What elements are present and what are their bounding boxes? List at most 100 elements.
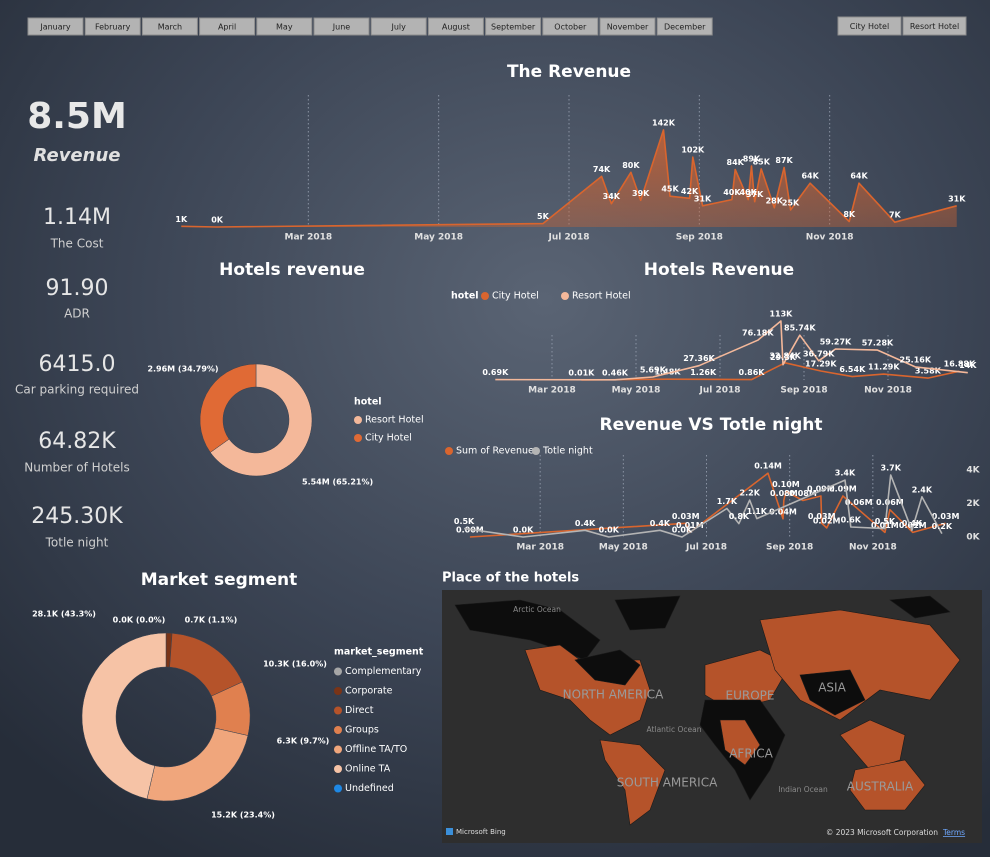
button-label[interactable]: February: [95, 23, 131, 32]
button-background[interactable]: [656, 17, 713, 36]
data-label: 76.18K: [742, 329, 774, 338]
hotel-slicer-button[interactable]: Resort Hotel: [902, 16, 967, 36]
data-label: 87K: [775, 156, 793, 165]
legend-label: Resort Hotel: [572, 291, 631, 302]
legend-swatch: [334, 726, 342, 734]
data-label: 74K: [593, 165, 611, 174]
button-label[interactable]: April: [218, 23, 236, 32]
map-terms[interactable]: Terms: [942, 828, 965, 837]
data-label: 5.69K: [640, 366, 667, 375]
data-label: 3.4K: [835, 469, 856, 478]
month-slicer-button[interactable]: October: [542, 17, 599, 36]
button-label[interactable]: January: [39, 23, 71, 32]
month-slicer-button[interactable]: February: [84, 17, 141, 36]
button-background[interactable]: [902, 16, 967, 36]
legend-title: hotel: [451, 291, 479, 302]
map-label: NORTH AMERICA: [563, 688, 664, 702]
data-label: 10.3K (16.0%): [263, 660, 327, 669]
chart-title: The Revenue: [507, 62, 631, 82]
data-label: 40K: [723, 188, 741, 197]
donut-slice: [81, 632, 167, 800]
data-label: 102K: [681, 146, 705, 155]
data-label: 0.7K (1.1%): [185, 616, 238, 625]
x-tick-label: May 2018: [414, 233, 463, 243]
button-label[interactable]: October: [554, 23, 587, 32]
button-background[interactable]: [837, 16, 902, 36]
button-label[interactable]: May: [276, 23, 293, 32]
button-background[interactable]: [542, 17, 599, 36]
month-slicer-button[interactable]: December: [656, 17, 713, 36]
data-label: 31K: [948, 194, 966, 203]
data-label: 0.4K: [650, 519, 671, 528]
legend-swatch: [354, 434, 362, 442]
button-label[interactable]: June: [332, 23, 351, 32]
chart-title: Revenue VS Totle night: [600, 415, 823, 435]
line: [463, 474, 943, 538]
data-label: 64K: [850, 172, 868, 181]
data-label: 0.4K: [575, 519, 596, 528]
map-copyright: © 2023 Microsoft Corporation: [826, 828, 938, 837]
chart-title: Market segment: [141, 570, 298, 590]
kpi-label: Car parking required: [15, 383, 139, 397]
x-tick-label: Sep 2018: [676, 233, 723, 243]
legend-label: Direct: [345, 705, 374, 716]
button-label[interactable]: December: [664, 23, 706, 32]
x-tick-label: May 2018: [599, 543, 648, 553]
data-label: 27.36K: [683, 354, 715, 363]
x-tick-label: Jul 2018: [547, 233, 589, 243]
button-label[interactable]: March: [158, 23, 182, 32]
map-landmass: [719, 719, 761, 766]
month-slicer-button[interactable]: August: [427, 17, 484, 36]
button-background[interactable]: [313, 17, 370, 36]
button-label[interactable]: August: [442, 23, 470, 32]
data-label: 0.2K: [932, 522, 953, 531]
button-background[interactable]: [84, 17, 141, 36]
month-slicer-button[interactable]: November: [599, 17, 656, 36]
legend-swatch: [445, 447, 453, 455]
x-tick-label: Nov 2018: [864, 386, 912, 396]
map-label: EUROPE: [726, 689, 775, 703]
data-label: 0.08M: [789, 489, 817, 498]
button-background[interactable]: [141, 17, 198, 36]
button-background[interactable]: [256, 17, 313, 36]
map-landmass: [704, 649, 791, 711]
month-slicer-button[interactable]: June: [313, 17, 370, 36]
month-slicer-button[interactable]: May: [256, 17, 313, 36]
data-label: 8K: [843, 210, 856, 219]
button-label[interactable]: July: [391, 23, 407, 32]
button-background[interactable]: [199, 17, 256, 36]
button-label[interactable]: City Hotel: [850, 22, 889, 31]
button-label[interactable]: November: [607, 23, 649, 32]
button-background[interactable]: [599, 17, 656, 36]
data-label: 29.3K: [770, 353, 797, 362]
hotel-slicer-button[interactable]: City Hotel: [837, 16, 902, 36]
data-label: 36.79K: [803, 349, 835, 358]
data-label: 11.29K: [868, 363, 900, 372]
line: [469, 472, 946, 538]
button-background[interactable]: [370, 17, 427, 36]
map-attribution: Microsoft Bing: [456, 828, 506, 836]
month-slicer-button[interactable]: January: [27, 17, 84, 36]
data-label: 15.2K (23.4%): [211, 811, 275, 820]
button-background[interactable]: [27, 17, 84, 36]
kpi-label: The Cost: [50, 237, 104, 251]
data-label: 0.0K (0.0%): [113, 616, 166, 625]
map-landmass: [574, 649, 641, 686]
map-label: Indian Ocean: [778, 785, 828, 794]
x-tick-label: Jul 2018: [698, 386, 740, 396]
month-slicer-button[interactable]: March: [141, 17, 198, 36]
button-label[interactable]: September: [491, 23, 536, 32]
button-background[interactable]: [485, 17, 542, 36]
data-label: 3.58K: [915, 367, 942, 376]
data-label: 0.10M: [772, 480, 800, 489]
month-slicer-button[interactable]: April: [199, 17, 256, 36]
button-background[interactable]: [427, 17, 484, 36]
legend-swatch: [334, 687, 342, 695]
month-slicer-button[interactable]: July: [370, 17, 427, 36]
data-label: 85.74K: [784, 324, 816, 333]
button-label[interactable]: Resort Hotel: [910, 22, 959, 31]
chart-title: Hotels Revenue: [644, 260, 794, 280]
month-slicer-button[interactable]: September: [485, 17, 542, 36]
legend-label: Groups: [345, 725, 379, 736]
data-label: 0.08M: [770, 489, 798, 498]
